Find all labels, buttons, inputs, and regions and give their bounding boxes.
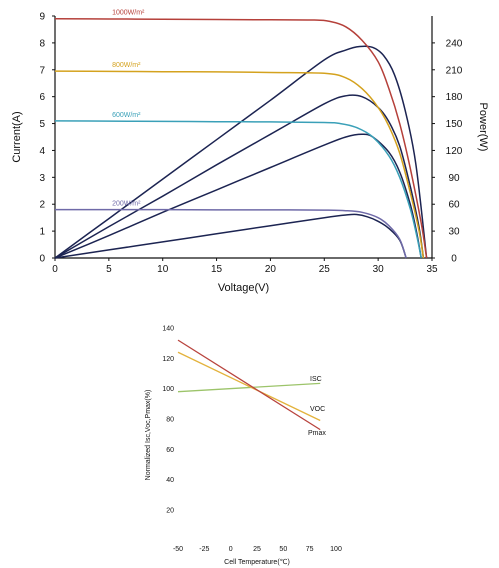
y-tick-label: 3 [39,173,45,184]
y-right-tick-label: 240 [446,38,463,49]
x-tick-label: 30 [373,264,385,275]
irradiance-label: 600W/m² [112,112,141,119]
current-curve [54,17,428,259]
x-tick-label: 35 [426,264,438,275]
y-tick-label: 140 [162,326,174,333]
x-tick-label: 50 [279,546,287,553]
y-tick-label: 1 [39,227,45,238]
y-right-tick-label: 90 [448,173,460,184]
y-tick-label: 4 [39,146,45,157]
temperature-line [177,382,321,393]
x-tick-label: 5 [106,264,112,275]
x-tick-label: 10 [157,264,169,275]
y-tick-label: 20 [166,508,174,515]
x-tick-label: 20 [265,264,277,275]
x-tick-label: 0 [52,264,58,275]
x-axis-title: Cell Temperature(℃) [224,559,290,566]
x-tick-label: -25 [199,546,209,553]
current-curve [54,70,425,259]
y-tick-label: 5 [39,119,45,130]
x-tick-label: 100 [330,546,342,553]
power-curve [54,94,425,259]
current-curve [55,208,407,259]
x-tick-label: 25 [253,546,261,553]
power-curve [54,45,428,259]
y-tick-label: 6 [39,92,45,103]
power-curve [54,213,407,259]
y-axis-title: Normalized Isc,Voc,Pmax(%) [145,390,152,481]
y-tick-label: 2 [39,200,45,211]
x-tick-label: 25 [319,264,331,275]
y-right-tick-label: 0 [451,254,457,265]
series-label: VOC [310,406,325,413]
x-tick-label: 0 [229,546,233,553]
y-right-tick-label: 30 [448,227,460,238]
series-label: Pmax [308,430,326,437]
power-curve [54,133,422,259]
y-right-tick-label: 180 [446,92,463,103]
series-label: ISC [310,376,322,383]
x-tick-label: 75 [306,546,314,553]
temperature-line [177,339,321,431]
y-axis-title: Current(A) [11,111,23,162]
y-right-tick-label: 120 [446,146,463,157]
y-right-tick-label: 60 [448,200,460,211]
x-tick-label: 15 [211,264,223,275]
y-tick-label: 60 [166,447,174,454]
y-axis-right-title: Power(W) [477,103,489,152]
y-right-tick-label: 150 [446,119,463,130]
x-tick-label: -50 [173,546,183,553]
irradiance-label: 800W/m² [112,62,141,69]
y-right-tick-label: 210 [446,65,463,76]
y-tick-label: 40 [166,477,174,484]
iv-pv-chart: 0 5 10 15 20 25 30 3501234567890306090120150180… [11,10,489,294]
y-tick-label: 9 [39,12,45,23]
y-tick-label: 80 [166,417,174,424]
y-tick-label: 100 [162,386,174,393]
irradiance-label: 1000W/m² [112,10,145,17]
irradiance-label: 200W/m² [112,201,141,208]
x-axis-title: Voltage(V) [218,282,269,294]
current-curve [54,120,422,259]
y-tick-label: 7 [39,65,45,76]
y-tick-label: 0 [39,254,45,265]
y-tick-label: 8 [39,38,45,49]
temperature-chart: -50 -25 0 25 50 75 100 20 40 60 80 100 120 140 Cell Te… [145,326,342,567]
y-tick-label: 120 [162,356,174,363]
temperature-line [177,351,321,422]
